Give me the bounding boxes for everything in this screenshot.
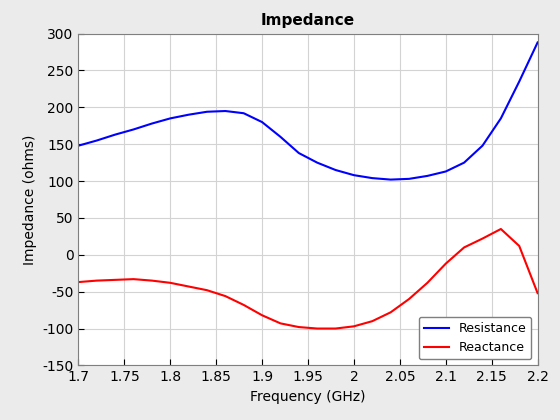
Reactance (94, 278, 100, 283)
Reactance (204, 288, 211, 293)
Reactance (497, 226, 504, 231)
Reactance (277, 321, 284, 326)
Reactance (167, 280, 174, 285)
Reactance (332, 326, 339, 331)
Resistance (94, 138, 100, 143)
Resistance (314, 160, 320, 165)
Resistance (277, 134, 284, 139)
Reactance (534, 291, 541, 296)
Resistance (112, 132, 119, 137)
Reactance (185, 284, 192, 289)
Line: Resistance: Resistance (78, 42, 538, 180)
Resistance (167, 116, 174, 121)
Resistance (240, 111, 247, 116)
Y-axis label: Impedance (ohms): Impedance (ohms) (23, 134, 37, 265)
Reactance (516, 244, 522, 249)
Resistance (351, 173, 357, 178)
Reactance (75, 280, 82, 285)
Reactance (222, 294, 228, 299)
Resistance (405, 176, 412, 181)
Reactance (424, 280, 431, 285)
Resistance (332, 168, 339, 173)
Resistance (497, 116, 504, 121)
Reactance (479, 236, 486, 241)
Reactance (112, 277, 119, 282)
Reactance (369, 319, 376, 324)
Reactance (388, 310, 394, 315)
Resistance (442, 169, 449, 174)
Resistance (130, 127, 137, 132)
Resistance (388, 177, 394, 182)
Resistance (185, 112, 192, 117)
Resistance (516, 79, 522, 84)
Line: Reactance: Reactance (78, 229, 538, 328)
Resistance (148, 121, 155, 126)
Reactance (461, 245, 468, 250)
Resistance (369, 176, 376, 181)
Legend: Resistance, Reactance: Resistance, Reactance (419, 317, 531, 359)
Resistance (222, 108, 228, 113)
Title: Impedance: Impedance (261, 13, 355, 28)
Reactance (351, 324, 357, 329)
Resistance (259, 120, 265, 125)
Reactance (148, 278, 155, 283)
Reactance (296, 325, 302, 330)
Resistance (534, 40, 541, 45)
Reactance (314, 326, 320, 331)
Resistance (296, 150, 302, 155)
Reactance (259, 313, 265, 318)
Resistance (479, 143, 486, 148)
Resistance (424, 173, 431, 178)
Resistance (75, 143, 82, 148)
Resistance (461, 160, 468, 165)
X-axis label: Frequency (GHz): Frequency (GHz) (250, 390, 366, 404)
Reactance (405, 297, 412, 302)
Reactance (240, 302, 247, 307)
Resistance (204, 109, 211, 114)
Reactance (130, 277, 137, 282)
Reactance (442, 261, 449, 266)
